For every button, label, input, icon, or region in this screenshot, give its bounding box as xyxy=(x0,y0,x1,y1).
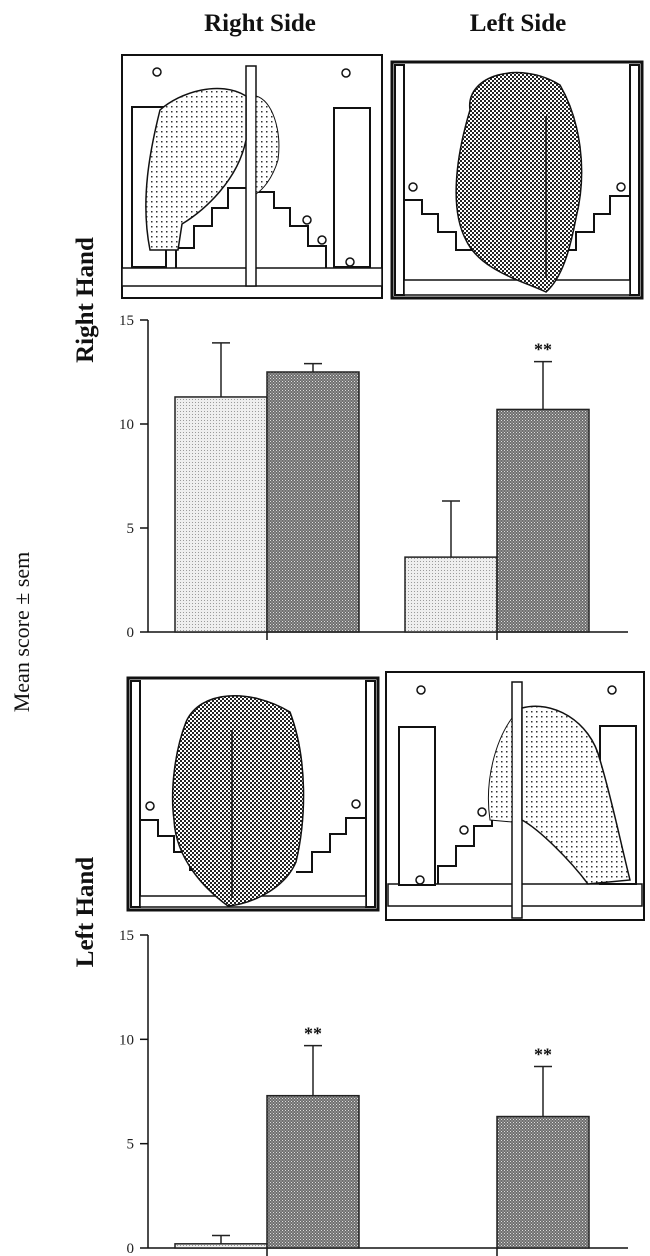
column-title-right-side: Right Side xyxy=(204,10,316,37)
bar xyxy=(266,371,360,633)
bar xyxy=(174,396,268,633)
stimulus-left-hand-left-side xyxy=(385,671,645,921)
stimulus-right-hand-left-side xyxy=(390,60,644,300)
bar xyxy=(266,1094,360,1249)
bar xyxy=(174,1243,268,1249)
y-tick-label: 15 xyxy=(119,313,134,329)
bar xyxy=(496,1115,590,1249)
y-tick-label: 10 xyxy=(119,417,134,433)
column-title-left-side: Left Side xyxy=(469,10,567,37)
y-tick-label: 15 xyxy=(119,928,134,944)
significance-label: ** xyxy=(534,1044,552,1064)
y-tick-label: 0 xyxy=(127,1241,135,1256)
y-tick-label: 5 xyxy=(127,1137,135,1153)
stimulus-right-hand-right-side xyxy=(121,54,383,299)
significance-label: ** xyxy=(304,1024,322,1044)
significance-label: ** xyxy=(534,340,552,360)
bar xyxy=(496,408,590,633)
stimulus-left-hand-right-side xyxy=(126,676,380,912)
y-tick-label: 5 xyxy=(127,521,135,537)
y-tick-label: 10 xyxy=(119,1032,134,1048)
y-tick-label: 0 xyxy=(127,625,135,641)
